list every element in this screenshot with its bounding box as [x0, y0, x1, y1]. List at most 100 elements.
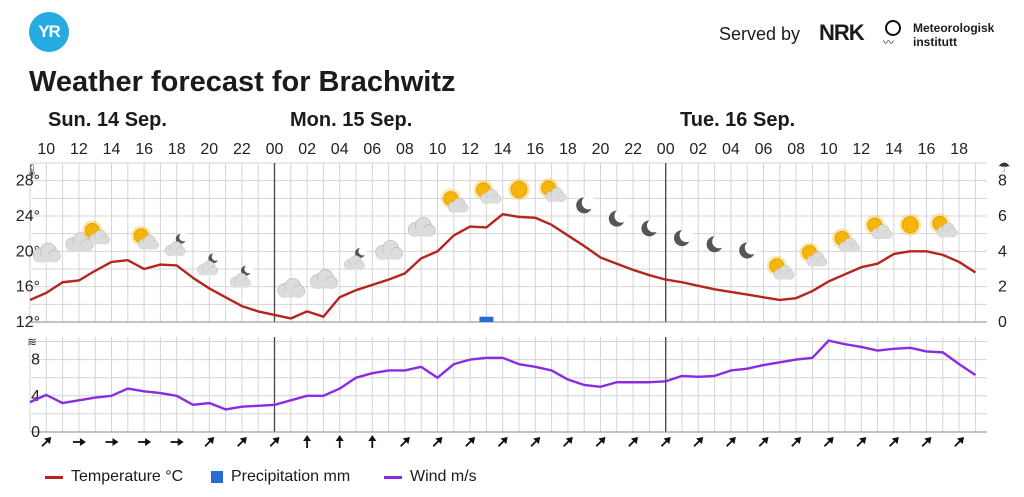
- x-tick-label: 04: [722, 141, 740, 158]
- wind-arrow-icon: [368, 435, 377, 448]
- x-tick-label: 16: [526, 141, 544, 158]
- wind-arrow-icon: [693, 437, 704, 447]
- day-label-sun: Sun. 14 Sep.: [48, 109, 167, 131]
- cloud-icon: [344, 255, 365, 271]
- legend-temperature-swatch: [45, 475, 63, 479]
- precip-tick-label: 6: [998, 208, 1007, 225]
- x-tick-label: 10: [820, 141, 838, 158]
- x-tick-label: 10: [429, 141, 447, 158]
- x-tick-label: 14: [885, 141, 903, 158]
- x-tick-label: 06: [363, 141, 381, 158]
- sun-icon: [901, 216, 919, 234]
- x-tick-label: 12: [70, 141, 88, 158]
- wind-arrow-icon: [41, 437, 52, 447]
- met-logo-icon: [885, 20, 901, 36]
- wind-arrow-icon: [823, 437, 834, 447]
- cloud-icon: [164, 241, 186, 256]
- x-tick-label: 02: [689, 141, 707, 158]
- precip-tick-label: 2: [998, 279, 1007, 296]
- legend-wind: Wind m/s: [384, 468, 477, 486]
- x-tick-label: 00: [266, 141, 284, 158]
- cloud-icon: [447, 197, 469, 213]
- cloud-icon: [480, 189, 502, 204]
- wind-arrow-icon: [726, 437, 736, 447]
- legend-precipitation-label: Precipitation mm: [231, 468, 351, 485]
- cloud-icon: [310, 269, 338, 289]
- met-line2: institutt: [913, 35, 957, 49]
- moon-icon-cut: [712, 234, 726, 249]
- precip-tick-label: 8: [998, 173, 1007, 190]
- met-line1: Meteorologisk: [913, 21, 995, 35]
- precip-tick-label: 0: [998, 314, 1007, 331]
- wind-arrow-icon: [335, 435, 344, 448]
- wind-arrow-icon: [170, 438, 184, 446]
- cloud-icon: [773, 265, 795, 280]
- cloud-icon: [65, 232, 94, 252]
- nrk-logo[interactable]: NRK: [819, 20, 865, 45]
- wind-tick-label: 0: [31, 424, 40, 441]
- wind-arrow-icon: [595, 437, 606, 447]
- cloud-icon: [806, 251, 828, 267]
- met-wave-icon: 〰: [883, 37, 894, 49]
- wind-line: [29, 339, 977, 411]
- x-tick-label: 02: [298, 141, 316, 158]
- cloud-icon: [545, 187, 567, 203]
- wind-arrow-icon: [465, 437, 476, 447]
- temp-tick-label: 28°: [16, 173, 40, 190]
- cloud-icon: [197, 260, 219, 276]
- wind-arrow-icon: [889, 437, 899, 447]
- temp-tick-label: 16°: [16, 279, 40, 296]
- sun-icon: [510, 181, 528, 198]
- temperature-line: [29, 213, 977, 320]
- x-tick-label: 20: [592, 141, 610, 158]
- precipitation-bar: [479, 316, 494, 322]
- x-tick-label: 18: [559, 141, 577, 158]
- cloud-icon: [138, 235, 159, 250]
- served-by-label: Served by: [719, 24, 801, 44]
- cloud-icon: [839, 237, 860, 253]
- cloud-icon: [871, 224, 893, 240]
- thermometer-icon: 🌡: [24, 163, 39, 177]
- legend-precipitation: Precipitation mm: [211, 468, 350, 486]
- wind-arrow-icon: [628, 437, 639, 447]
- wind-arrow-icon: [954, 437, 965, 447]
- x-tick-label: 14: [494, 141, 512, 158]
- wind-arrow-icon: [660, 437, 671, 447]
- wind-arrow-icon: [303, 435, 312, 448]
- x-tick-label: 18: [950, 141, 968, 158]
- page-title: Weather forecast for Brachwitz: [29, 66, 456, 98]
- cloud-icon: [936, 222, 958, 238]
- wind-tick-label: 4: [31, 388, 40, 405]
- moon-icon-cut: [647, 218, 661, 233]
- yr-logo[interactable]: YR: [29, 12, 69, 52]
- day-label-tue: Tue. 16 Sep.: [680, 109, 796, 131]
- moon-icon-cut: [581, 195, 596, 210]
- met-logo-text[interactable]: Meteorologisk institutt: [913, 21, 994, 49]
- moon-icon-cut: [614, 209, 628, 223]
- day-label-mon: Mon. 15 Sep.: [290, 109, 413, 131]
- temp-tick-label: 12°: [16, 314, 40, 331]
- wind-arrow-icon: [237, 437, 247, 447]
- wind-arrow-icon: [530, 437, 541, 447]
- wind-arrow-icon: [432, 437, 443, 447]
- wind-arrow-icon: [72, 438, 86, 446]
- wind-tick-label: 8: [31, 352, 40, 369]
- wind-arrow-icon: [563, 437, 573, 447]
- x-tick-label: 20: [200, 141, 218, 158]
- temp-tick-label: 24°: [16, 208, 40, 225]
- cloud-icon: [89, 229, 110, 245]
- x-tick-label: 12: [461, 141, 479, 158]
- cloud-icon: [407, 217, 436, 237]
- wind-arrow-icon: [856, 437, 867, 447]
- legend-wind-label: Wind m/s: [410, 468, 477, 485]
- x-tick-label: 18: [168, 141, 186, 158]
- x-tick-label: 12: [852, 141, 870, 158]
- x-tick-label: 04: [331, 141, 349, 158]
- wind-arrow-icon: [921, 437, 932, 447]
- x-tick-label: 14: [103, 141, 121, 158]
- wind-arrow-icon: [400, 437, 410, 447]
- moon-icon-cut: [358, 247, 367, 256]
- moon-icon-cut: [179, 232, 188, 242]
- wind-arrow-icon: [138, 438, 152, 446]
